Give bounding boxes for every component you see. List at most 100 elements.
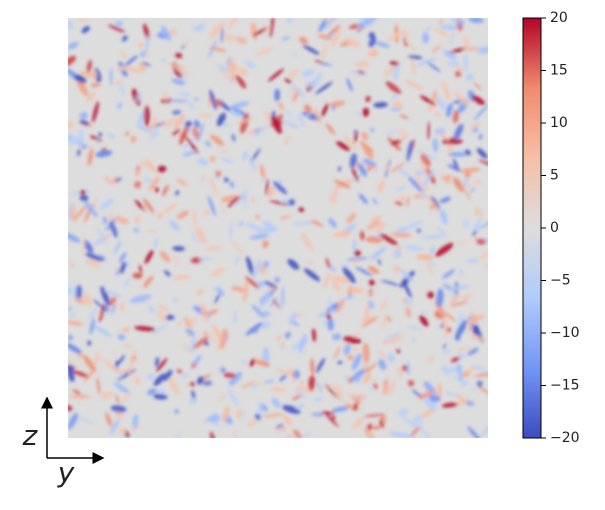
field-blob bbox=[247, 154, 257, 171]
field-blob bbox=[73, 280, 77, 302]
field-blob bbox=[310, 358, 315, 376]
field-blob bbox=[70, 369, 90, 378]
field-blob bbox=[231, 286, 245, 292]
field-blob bbox=[458, 20, 465, 27]
field-blob bbox=[92, 298, 107, 312]
field-blob bbox=[238, 68, 248, 77]
field-blob bbox=[372, 197, 378, 205]
field-blob bbox=[393, 101, 403, 109]
field-blob bbox=[288, 69, 299, 79]
field-blob bbox=[465, 400, 475, 406]
field-blob bbox=[420, 191, 427, 199]
field-blob bbox=[160, 25, 172, 42]
field-blob bbox=[463, 53, 468, 72]
field-blob bbox=[79, 190, 86, 195]
field-blob bbox=[442, 81, 451, 102]
field-blob bbox=[68, 412, 79, 430]
field-blob bbox=[276, 335, 283, 341]
field-blob bbox=[470, 334, 486, 342]
field-blob bbox=[184, 383, 190, 388]
field-blob bbox=[169, 99, 188, 102]
field-blob bbox=[304, 104, 312, 114]
field-blob bbox=[86, 91, 95, 103]
field-blob bbox=[355, 162, 361, 169]
field-blob bbox=[172, 128, 181, 136]
field-blob bbox=[189, 397, 197, 405]
field-blob bbox=[162, 202, 179, 215]
field-blob bbox=[402, 433, 417, 438]
field-blob bbox=[169, 220, 179, 231]
field-blob bbox=[467, 426, 481, 438]
field-blob bbox=[196, 376, 204, 385]
field-blob bbox=[143, 275, 154, 288]
field-blob bbox=[379, 420, 384, 428]
field-blob bbox=[331, 415, 336, 420]
field-blob bbox=[405, 306, 411, 318]
field-blob bbox=[71, 262, 75, 267]
field-blob bbox=[197, 123, 204, 143]
field-blob bbox=[337, 166, 342, 172]
field-blob bbox=[262, 220, 276, 231]
field-blob bbox=[134, 325, 156, 332]
field-blob bbox=[153, 237, 158, 249]
field-blob bbox=[378, 351, 391, 361]
field-blob bbox=[257, 228, 279, 233]
field-blob bbox=[392, 64, 400, 81]
field-blob bbox=[464, 189, 471, 201]
field-blob bbox=[355, 266, 373, 277]
field-blob bbox=[249, 359, 256, 367]
field-blob bbox=[185, 121, 192, 128]
field-blob bbox=[249, 233, 269, 240]
field-blob bbox=[342, 267, 356, 284]
field-blob bbox=[321, 103, 329, 117]
field-blob bbox=[205, 245, 223, 251]
field-blob bbox=[322, 319, 327, 327]
field-blob bbox=[351, 353, 362, 371]
field-blob bbox=[247, 418, 258, 428]
field-blob bbox=[234, 254, 241, 266]
field-blob bbox=[273, 181, 288, 195]
field-blob bbox=[79, 120, 90, 126]
field-blob bbox=[370, 246, 387, 261]
field-blob bbox=[450, 356, 460, 363]
field-blob bbox=[385, 130, 395, 138]
field-blob bbox=[368, 36, 377, 48]
field-blob bbox=[142, 177, 154, 184]
field-blob bbox=[349, 153, 357, 168]
field-blob bbox=[334, 299, 345, 313]
field-blob bbox=[445, 174, 452, 181]
field-blob bbox=[88, 306, 98, 321]
field-blob bbox=[227, 196, 240, 208]
field-blob bbox=[450, 31, 455, 37]
field-blob bbox=[291, 394, 303, 401]
field-blob bbox=[299, 36, 308, 45]
colorbar-tick-label: 0 bbox=[550, 220, 559, 236]
field-blob bbox=[287, 258, 300, 270]
field-blob bbox=[204, 140, 212, 147]
field-blob bbox=[191, 232, 199, 245]
field-blob bbox=[383, 331, 402, 341]
field-blob bbox=[129, 294, 152, 304]
field-blob bbox=[192, 126, 199, 140]
field-blob bbox=[193, 336, 209, 349]
field-blob bbox=[135, 92, 141, 103]
field-blob bbox=[412, 415, 420, 427]
field-blob bbox=[222, 122, 230, 127]
field-blob bbox=[318, 62, 334, 66]
field-blob bbox=[448, 284, 470, 292]
field-blob bbox=[318, 19, 327, 33]
field-blob bbox=[385, 81, 402, 95]
field-blob bbox=[241, 359, 248, 366]
field-blob bbox=[260, 321, 271, 329]
field-blob bbox=[331, 406, 349, 412]
field-blob bbox=[330, 27, 342, 47]
field-blob bbox=[295, 390, 307, 399]
field-blob bbox=[233, 310, 237, 324]
field-blob bbox=[333, 230, 352, 238]
field-blob bbox=[68, 21, 74, 30]
field-blob bbox=[426, 260, 434, 277]
field-blob bbox=[358, 193, 369, 205]
field-blob bbox=[292, 90, 300, 102]
field-blob bbox=[209, 89, 217, 110]
